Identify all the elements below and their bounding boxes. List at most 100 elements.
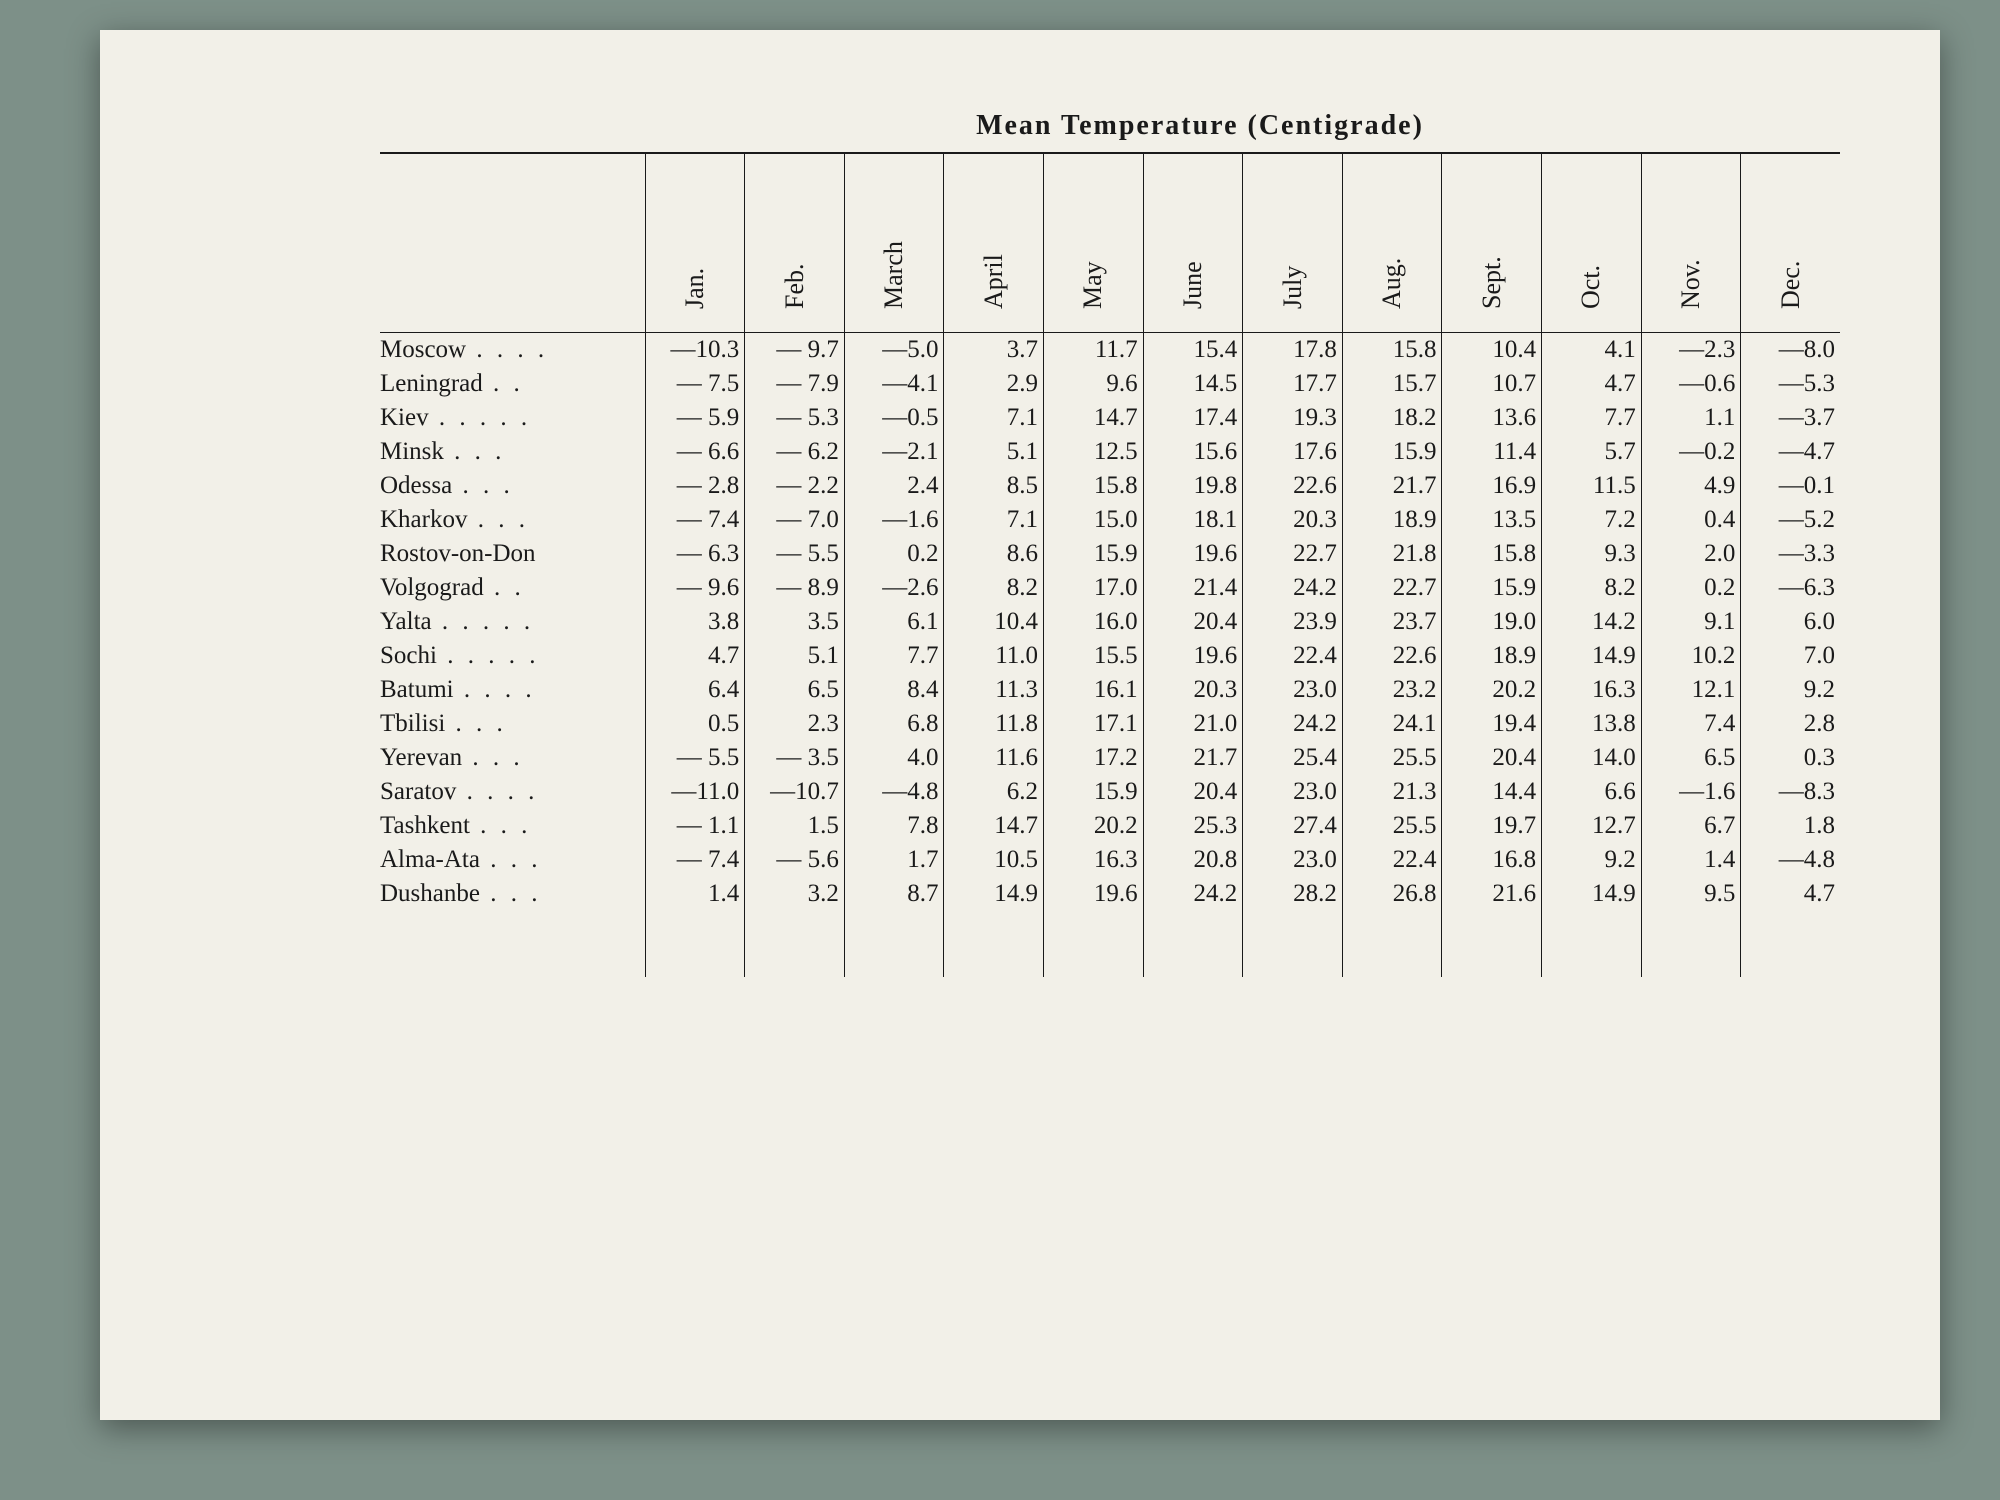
tail-spacer [1342,911,1442,977]
value-cell: 6.5 [1641,741,1741,775]
value-cell: — 2.8 [645,469,745,503]
value-cell: 20.4 [1143,605,1243,639]
value-cell: 8.2 [944,571,1044,605]
value-cell: 9.1 [1641,605,1741,639]
value-cell: 13.8 [1542,707,1642,741]
value-cell: 14.2 [1542,605,1642,639]
value-cell: 27.4 [1243,809,1343,843]
month-label: Dec. [1776,289,1806,309]
value-cell: 2.8 [1741,707,1840,741]
value-cell: 25.3 [1143,809,1243,843]
value-cell: 8.6 [944,537,1044,571]
value-cell: 9.6 [1044,367,1144,401]
value-cell: 3.5 [745,605,845,639]
month-label: Aug. [1377,289,1407,309]
value-cell: 4.1 [1542,333,1642,368]
tail-spacer [944,911,1044,977]
value-cell: 20.3 [1143,673,1243,707]
value-cell: 17.1 [1044,707,1144,741]
value-cell: 19.6 [1143,639,1243,673]
value-cell: — 8.9 [745,571,845,605]
value-cell: 3.2 [745,877,845,911]
city-name: Tashkent [380,812,470,840]
value-cell: —3.3 [1741,537,1840,571]
value-cell: 1.7 [844,843,944,877]
value-cell: —4.1 [844,367,944,401]
value-cell: — 7.9 [745,367,845,401]
value-cell: 16.1 [1044,673,1144,707]
table-row: Yerevan . . .— 5.5— 3.54.011.617.221.725… [380,741,1840,775]
value-cell: —8.3 [1741,775,1840,809]
tail-spacer [1243,911,1343,977]
value-cell: 15.8 [1044,469,1144,503]
value-cell: — 7.5 [645,367,745,401]
value-cell: 10.2 [1641,639,1741,673]
month-header: June [1143,153,1243,333]
leader-dots: . . . . [454,676,536,703]
leader-dots: . . . [480,880,542,907]
value-cell: 7.2 [1542,503,1642,537]
month-header: March [844,153,944,333]
value-cell: 7.1 [944,401,1044,435]
value-cell: 11.4 [1442,435,1542,469]
leader-dots: . . . [470,812,532,839]
value-cell: 15.5 [1044,639,1144,673]
value-cell: 26.8 [1342,877,1442,911]
city-cell: Sochi . . . . . [380,639,645,673]
tail-spacer [1741,911,1840,977]
value-cell: — 1.1 [645,809,745,843]
value-cell: 17.7 [1243,367,1343,401]
value-cell: 8.4 [844,673,944,707]
value-cell: 1.1 [1641,401,1741,435]
value-cell: 4.7 [645,639,745,673]
city-cell: Alma-Ata . . . [380,843,645,877]
city-cell: Tbilisi . . . [380,707,645,741]
value-cell: 14.9 [1542,877,1642,911]
value-cell: 12.7 [1542,809,1642,843]
value-cell: —1.6 [1641,775,1741,809]
value-cell: 15.4 [1143,333,1243,368]
month-label: March [879,289,909,309]
value-cell: 18.1 [1143,503,1243,537]
value-cell: 11.5 [1542,469,1642,503]
value-cell: 10.7 [1442,367,1542,401]
value-cell: 22.4 [1243,639,1343,673]
value-cell: 14.5 [1143,367,1243,401]
value-cell: 17.8 [1243,333,1343,368]
value-cell: 21.7 [1143,741,1243,775]
month-header: Sept. [1442,153,1542,333]
table-row: Dushanbe . . .1.43.28.714.919.624.228.22… [380,877,1840,911]
tail-spacer [1641,911,1741,977]
value-cell: 8.5 [944,469,1044,503]
city-name: Moscow [380,336,466,364]
table-row: Moscow . . . .—10.3— 9.7—5.03.711.715.41… [380,333,1840,368]
city-cell: Yalta . . . . . [380,605,645,639]
value-cell: 0.4 [1641,503,1741,537]
value-cell: 24.2 [1143,877,1243,911]
value-cell: 5.1 [944,435,1044,469]
city-name: Volgograd [380,574,484,602]
value-cell: 1.8 [1741,809,1840,843]
table-row: Tashkent . . .— 1.11.57.814.720.225.327.… [380,809,1840,843]
value-cell: —0.1 [1741,469,1840,503]
value-cell: 13.6 [1442,401,1542,435]
leader-dots: . . . . . [437,642,540,669]
city-name: Saratov [380,778,456,806]
city-cell: Kharkov . . . [380,503,645,537]
value-cell: 9.3 [1542,537,1642,571]
city-name: Odessa [380,472,452,500]
value-cell: — 7.4 [645,503,745,537]
month-header: July [1243,153,1343,333]
city-name: Leningrad [380,370,483,398]
value-cell: 6.1 [844,605,944,639]
value-cell: 15.9 [1342,435,1442,469]
table-row: Batumi . . . .6.46.58.411.316.120.323.02… [380,673,1840,707]
value-cell: 15.8 [1342,333,1442,368]
value-cell: 7.0 [1741,639,1840,673]
value-cell: —3.7 [1741,401,1840,435]
month-label: May [1078,289,1108,309]
value-cell: 10.5 [944,843,1044,877]
value-cell: —4.8 [1741,843,1840,877]
value-cell: 23.0 [1243,775,1343,809]
value-cell: 6.4 [645,673,745,707]
